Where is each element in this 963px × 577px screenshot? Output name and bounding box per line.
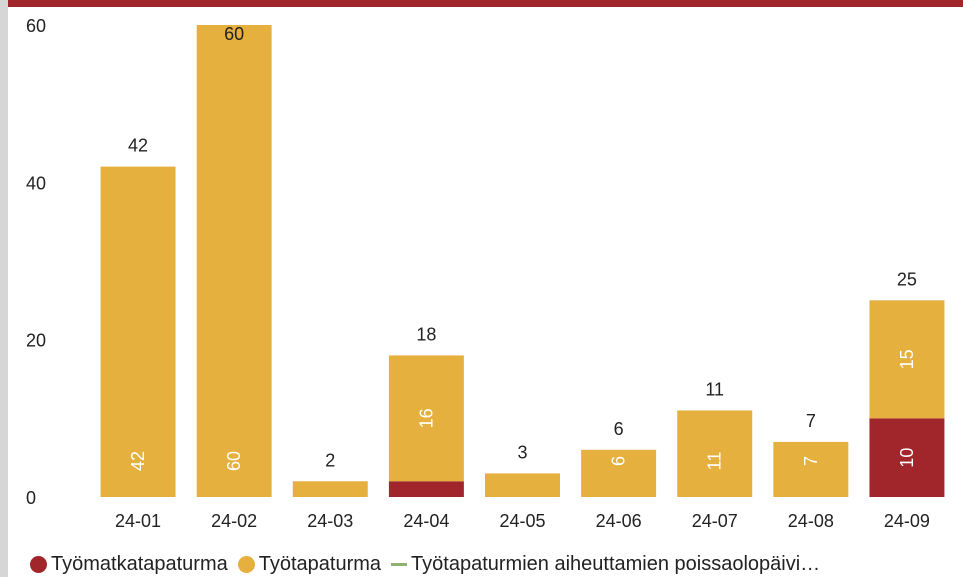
legend-item-tyotapaturma[interactable]: Työtapaturma bbox=[237, 552, 382, 576]
bar-total-label: 42 bbox=[128, 136, 148, 156]
bar-inner-label: 6 bbox=[609, 456, 629, 466]
bar-segment bbox=[196, 25, 272, 497]
x-tick-label: 24-08 bbox=[788, 511, 834, 531]
x-tick-label: 24-06 bbox=[596, 511, 642, 531]
x-tick-label: 24-05 bbox=[499, 511, 545, 531]
bar-total-label: 60 bbox=[224, 24, 244, 44]
bar-inner-label: 10 bbox=[897, 448, 917, 468]
y-tick-label: 60 bbox=[26, 16, 46, 36]
bar-inner-label: 11 bbox=[705, 452, 725, 471]
bar-inner-label: 15 bbox=[897, 349, 917, 369]
bar-inner-label: 60 bbox=[224, 451, 244, 471]
y-tick-label: 40 bbox=[26, 173, 46, 193]
bar-total-label: 2 bbox=[325, 450, 335, 470]
x-tick-label: 24-07 bbox=[692, 511, 738, 531]
bar-segment bbox=[388, 355, 464, 482]
left-edge-rule bbox=[0, 0, 8, 577]
bar-segment bbox=[869, 300, 945, 419]
legend-item-tyomatkatapaturma[interactable]: Työmatkatapaturma bbox=[30, 553, 228, 576]
legend-circle-icon bbox=[237, 555, 255, 573]
bar-segment bbox=[292, 481, 368, 497]
x-tick-label: 24-03 bbox=[307, 511, 353, 531]
header-accent-bar bbox=[0, 0, 963, 7]
bar-segment bbox=[773, 441, 849, 497]
bar-inner-label: 7 bbox=[801, 456, 821, 466]
bar-total-label: 6 bbox=[614, 419, 624, 439]
chart-legend: Työmatkatapaturma Työtapaturma Työtapatu… bbox=[30, 551, 820, 577]
y-tick-label: 0 bbox=[26, 488, 36, 508]
legend-label: Työtapaturmien aiheuttamien poissaolopäi… bbox=[411, 552, 821, 575]
bar-total-label: 25 bbox=[897, 269, 917, 289]
legend-label: Työmatkatapaturma bbox=[51, 552, 228, 575]
bar-inner-label: 16 bbox=[416, 408, 436, 428]
bar-segment bbox=[869, 418, 945, 497]
y-tick-label: 20 bbox=[26, 331, 46, 351]
legend-line-icon bbox=[391, 562, 408, 566]
x-tick-label: 24-01 bbox=[115, 511, 161, 531]
stacked-bar-chart: 0 20 40 60 42 42 24-01 60 60 24-02 2 24-03 16 18 24-04… bbox=[26, 16, 945, 531]
legend-label: Työtapaturma bbox=[258, 552, 382, 575]
x-tick-label: 24-09 bbox=[884, 511, 930, 531]
bar-total-label: 7 bbox=[806, 411, 816, 431]
bar-total-label: 11 bbox=[705, 379, 724, 399]
bar-segment bbox=[485, 473, 560, 497]
legend-item-poissaolopaivat[interactable]: Työtapaturmien aiheuttamien poissaolopäi… bbox=[391, 553, 820, 576]
bar-inner-label: 42 bbox=[128, 451, 148, 471]
bar-total-label: 3 bbox=[517, 442, 527, 462]
legend-circle-icon bbox=[30, 555, 47, 573]
bar-segment bbox=[388, 481, 464, 497]
bar-segment bbox=[100, 166, 176, 497]
bar-total-label: 18 bbox=[416, 324, 436, 344]
x-tick-label: 24-02 bbox=[211, 511, 257, 531]
x-tick-label: 24-04 bbox=[403, 511, 449, 531]
bar-segment bbox=[677, 410, 753, 497]
bar-segment bbox=[581, 449, 657, 497]
